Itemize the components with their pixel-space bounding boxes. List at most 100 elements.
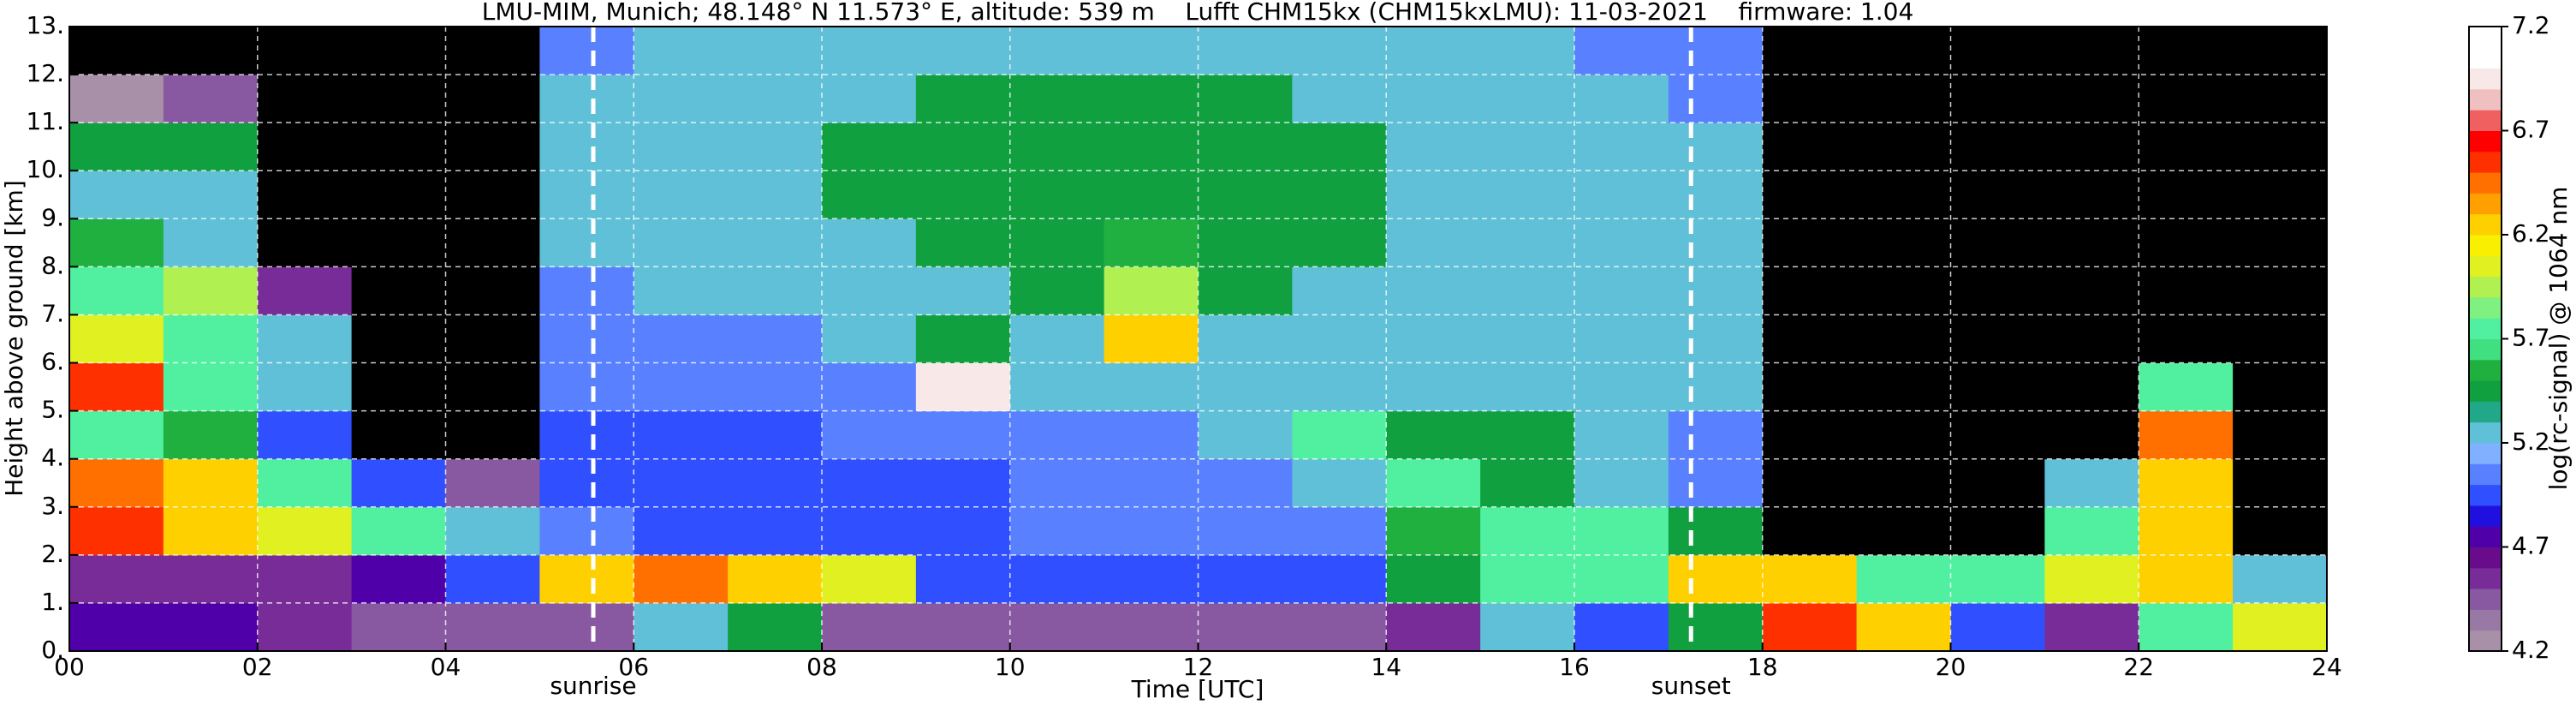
heatmap-cell [1762,410,1858,460]
heatmap-cell [69,170,164,219]
heatmap-cell [1198,506,1293,556]
heatmap-cell [1762,122,1858,171]
heatmap-cell [2044,170,2139,219]
heatmap-cell [1198,122,1293,171]
heatmap-cell [1009,170,1105,219]
heatmap-cell [1386,458,1481,508]
heatmap-cell [728,266,823,315]
heatmap-cell [69,410,164,460]
heatmap-cell [445,506,540,556]
x-tick-label: 04 [431,653,461,681]
heatmap-cell [539,410,634,460]
colorbar-band [2469,421,2502,444]
heatmap-cell [1009,218,1105,267]
heatmap-cell [1292,362,1387,412]
heatmap-cell [1668,554,1764,604]
heatmap-cell [1856,410,1951,460]
heatmap-cell [69,506,164,556]
heatmap-cell [634,122,729,171]
heatmap-cell [2233,314,2328,364]
heatmap-cell [445,554,540,604]
heatmap-cell [1198,218,1293,267]
heatmap-cell [257,362,353,412]
heatmap-cell [1668,458,1764,508]
heatmap-cell [1292,75,1387,123]
heatmap-cell [2044,314,2139,364]
heatmap [69,27,2328,652]
heatmap-cell [2139,602,2234,652]
heatmap-cell [2139,122,2234,171]
heatmap-cell [1574,170,1669,219]
heatmap-cell [2139,314,2234,364]
heatmap-cell [1950,458,2045,508]
x-tick-label: 14 [1371,653,1401,681]
colorbar-band [2469,526,2502,547]
heatmap-cell [728,218,823,267]
heatmap-cell [257,266,353,315]
heatmap-cell [634,506,729,556]
colorbar-band [2469,443,2502,464]
heatmap-cell [1009,122,1105,171]
heatmap-cell [1292,410,1387,460]
heatmap-cell [822,218,917,267]
heatmap-cell [69,314,164,364]
heatmap-cell [728,458,823,508]
heatmap-cell [822,410,917,460]
heatmap-cell [2233,218,2328,267]
heatmap-cell [1574,122,1669,171]
x-tick-label: 02 [242,653,273,681]
colorbar-band [2469,484,2502,506]
y-tick-label: 11. [26,107,64,135]
heatmap-cell [69,602,164,652]
heatmap-cell [69,122,164,171]
annotation-label: sunrise [550,672,636,700]
heatmap-cell [2233,410,2328,460]
heatmap-cell [2044,122,2139,171]
heatmap-cell [1950,27,2045,75]
heatmap-cell [2139,554,2234,604]
heatmap-cell [1292,506,1387,556]
heatmap-cell [915,458,1011,508]
heatmap-cell [1668,602,1764,652]
heatmap-cell [1292,314,1387,364]
colorbar-band [2469,130,2502,152]
heatmap-cell [1950,75,2045,123]
heatmap-cell [2139,218,2234,267]
heatmap-cell [915,170,1011,219]
heatmap-cell [1950,266,2045,315]
heatmap-cell [2044,410,2139,460]
heatmap-cell [1386,266,1481,315]
heatmap-cell [728,170,823,219]
heatmap-cell [445,27,540,75]
y-tick-label: 10. [26,155,64,183]
heatmap-cell [1292,122,1387,171]
heatmap-cell [1856,218,1951,267]
colorbar-band [2469,235,2502,256]
heatmap-cell [257,218,353,267]
heatmap-cell [1386,314,1481,364]
heatmap-cell [2233,362,2328,412]
x-tick-label: 08 [806,653,837,681]
heatmap-cell [1009,75,1105,123]
heatmap-cell [1856,554,1951,604]
heatmap-cell [1009,27,1105,75]
heatmap-cell [1480,266,1575,315]
heatmap-cell [539,27,634,75]
heatmap-cell [351,75,446,123]
heatmap-cell [1386,218,1481,267]
heatmap-cell [69,458,164,508]
heatmap-cell [1762,27,1858,75]
heatmap-cell [2044,75,2139,123]
heatmap-cell [351,506,446,556]
colorbar-band [2469,609,2502,631]
heatmap-cell [445,362,540,412]
heatmap-cell [1668,75,1764,123]
heatmap-cell [1480,27,1575,75]
heatmap-cell [2233,458,2328,508]
heatmap-cell [1198,27,1293,75]
heatmap-cell [1668,410,1764,460]
plot-frame [68,26,2328,652]
heatmap-cell [1762,362,1858,412]
y-tick-label: 6. [41,348,64,376]
colorbar-band [2469,255,2502,278]
